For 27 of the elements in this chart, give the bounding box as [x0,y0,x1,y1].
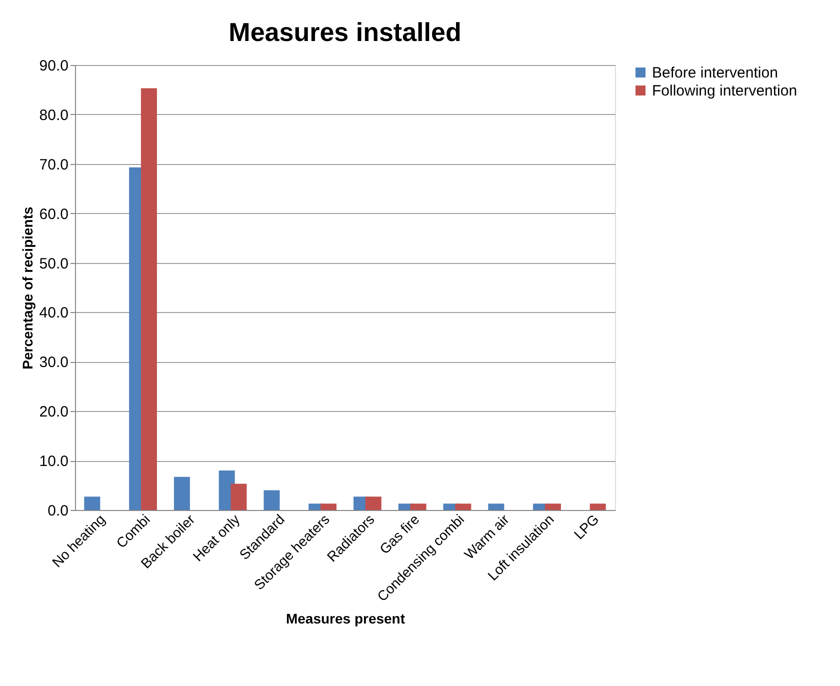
y-tick-label: 40.0 [39,304,68,322]
bar [365,496,382,510]
chart-title: Measures installed [228,17,462,47]
y-tick-label: 70.0 [39,156,68,174]
legend-label: Before intervention [652,64,778,82]
bar [410,504,426,510]
y-tick-label: 90.0 [39,58,68,74]
x-axis-title: Measures present [286,610,406,626]
bar [230,484,247,510]
bar [264,490,280,510]
y-tick-label: 20.0 [39,404,68,421]
bar [455,504,472,510]
y-tick-label: 0.0 [48,502,68,520]
bar [488,504,504,510]
y-tick-label: 10.0 [39,453,68,470]
y-tick-label: 80.0 [39,106,68,124]
bar [544,504,561,510]
bar [590,504,606,510]
legend-label: Following intervention [652,82,798,100]
bar [84,496,100,510]
bar [320,504,337,510]
y-tick-label: 50.0 [39,255,68,272]
y-tick-label: 60.0 [39,206,68,223]
y-tick-label: 30.0 [39,354,68,372]
bar [140,88,157,510]
bar [174,476,190,510]
y-axis-title: Percentage of recipients [19,206,36,370]
